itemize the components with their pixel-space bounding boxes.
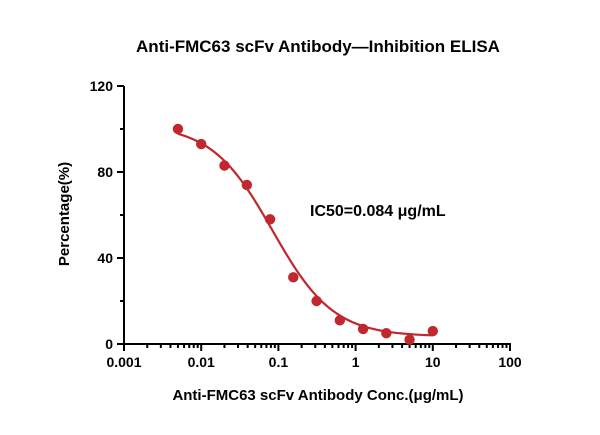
- y-ticks: 0 40 80 120: [90, 78, 124, 352]
- y-tick-label: 0: [105, 336, 113, 352]
- x-axis-label: Anti-FMC63 scFv Antibody Conc.(μg/mL): [172, 387, 463, 404]
- x-tick-label: 0.01: [188, 354, 215, 370]
- chart-title: Anti-FMC63 scFv Antibody—Inhibition ELIS…: [136, 37, 500, 56]
- data-point: [334, 315, 346, 326]
- data-point: [427, 325, 438, 337]
- data-point: [381, 328, 392, 339]
- y-tick-label: 40: [97, 250, 113, 266]
- x-tick-label: 0.001: [106, 354, 141, 370]
- data-point: [196, 138, 207, 150]
- x-tick-label: 10: [425, 354, 441, 370]
- x-tick-label: 0.1: [269, 354, 289, 370]
- data-point: [288, 272, 299, 283]
- y-axis-label: Percentage(%): [56, 162, 73, 266]
- y-tick-label: 120: [90, 78, 114, 94]
- x-ticks: 0.001 0.01 0.1 1 10 100: [106, 344, 522, 370]
- ic50-annotation: IC50=0.084 μg/mL: [310, 203, 446, 220]
- data-point: [311, 295, 322, 307]
- data-point: [404, 334, 415, 345]
- fit-curve: [177, 132, 433, 337]
- y-tick-label: 80: [97, 164, 113, 180]
- data-point: [219, 160, 230, 171]
- x-tick-label: 100: [498, 354, 522, 370]
- data-point: [241, 179, 253, 191]
- data-points: [172, 123, 438, 345]
- x-tick-label: 1: [352, 354, 360, 370]
- data-point: [172, 123, 184, 135]
- data-point: [357, 323, 369, 335]
- data-point: [264, 214, 276, 225]
